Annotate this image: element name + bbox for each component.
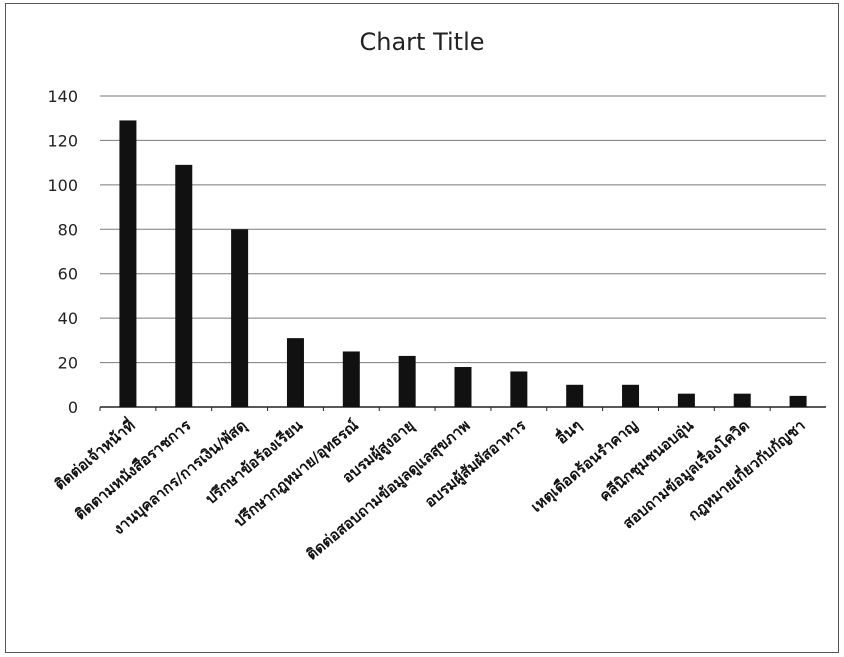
bar xyxy=(398,355,416,407)
bar xyxy=(677,393,695,407)
x-tick-label: อื่นๆ xyxy=(551,415,585,448)
y-tick-label: 80 xyxy=(58,220,78,239)
x-tick-labels: ติดต่อเจ้าหน้าที่ติดตามหนังสือราชการงานบ… xyxy=(50,415,809,565)
y-tick-labels: 0 20 40 60 80 100 120 140 xyxy=(47,87,78,417)
y-tick-label: 120 xyxy=(47,131,78,150)
axes xyxy=(99,406,826,411)
x-tick-label: คลีนิกชุมชนอบอุ่น xyxy=(596,416,698,506)
bars xyxy=(119,120,807,407)
y-tick-label: 40 xyxy=(58,309,78,328)
bar xyxy=(789,395,807,407)
chart-title: Chart Title xyxy=(359,28,485,56)
gridlines xyxy=(100,95,826,364)
y-tick-label: 20 xyxy=(58,354,78,373)
x-tick-label: อบรมผู้สัมผัสอาหาร xyxy=(421,416,530,512)
y-tick-label: 140 xyxy=(47,87,78,106)
bar xyxy=(342,351,360,407)
y-tick-label: 0 xyxy=(68,398,78,417)
bar xyxy=(231,229,249,407)
chart-frame xyxy=(5,3,839,653)
y-tick-label: 60 xyxy=(58,265,78,284)
bar xyxy=(733,393,751,407)
bar xyxy=(119,120,137,407)
bar xyxy=(622,384,640,407)
bar xyxy=(510,371,528,407)
bar xyxy=(566,384,584,407)
y-tick-label: 100 xyxy=(47,176,78,195)
x-tick-label: ปรึกษาข้อร้องเรียน xyxy=(202,416,307,508)
bar xyxy=(286,338,304,407)
bar xyxy=(454,367,472,407)
bar xyxy=(175,164,193,407)
